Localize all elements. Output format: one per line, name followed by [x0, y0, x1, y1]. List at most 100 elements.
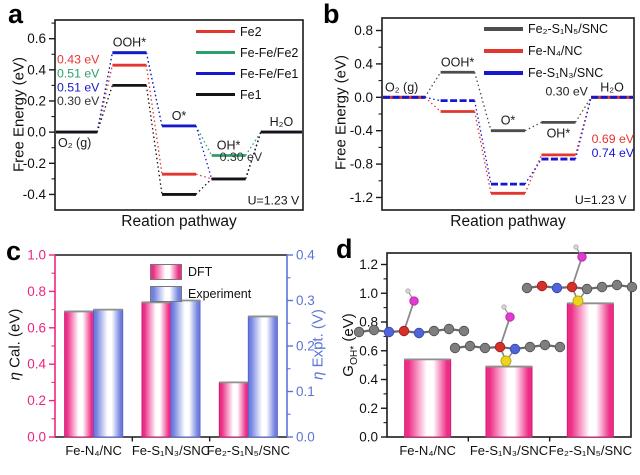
- y-tick-label: 0.4: [27, 62, 46, 77]
- state-label: H₂O: [270, 115, 294, 129]
- fe-atom: [536, 280, 548, 292]
- pathway-connector: [473, 111, 492, 194]
- state-label: O*: [501, 114, 516, 128]
- legend-label: Fe1: [240, 87, 262, 102]
- bar-goh: [566, 302, 614, 438]
- legend: Fe₂-S₁N₅/SNC Fe-N₄/NC Fe-S₁N₃/SNC: [484, 18, 608, 84]
- legend-line-icon: [196, 50, 235, 55]
- pathway-connector: [96, 52, 114, 133]
- y-tick-label: 0.6: [359, 343, 378, 358]
- n-atom: [551, 282, 563, 294]
- panel-letter-b: b: [323, 0, 340, 29]
- legend-label: Fe-N₄/NC: [528, 44, 583, 58]
- legend-line-icon: [484, 71, 523, 75]
- n-atom: [413, 327, 425, 339]
- bar-chart-c: 0.0 0.2 0.4 0.6 0.8 1.0 0.0 0.1 0.2 0.3 0.4 Fe-N₄/N…: [27, 248, 315, 459]
- pathway-connector: [96, 85, 114, 133]
- c-atom: [596, 281, 608, 293]
- pathway-connector: [195, 125, 213, 180]
- legend-line-icon: [196, 29, 235, 34]
- a-x-axis-label: Reation pathway: [121, 213, 237, 230]
- right-tick-label: 0.1: [296, 384, 315, 399]
- legend-item: Fe₂-S₁N₅/SNC: [484, 18, 608, 40]
- legend-label: Fe-Fe/Fe1: [240, 66, 299, 81]
- pathway-connector: [424, 96, 441, 102]
- legend: Fe2 Fe-Fe/Fe2 Fe-Fe/Fe1 Fe1: [196, 21, 298, 105]
- y-tick-label: 0.0: [27, 125, 46, 140]
- bar-goh: [404, 358, 452, 438]
- molecule-fe2-s1n5-oh: [521, 244, 638, 307]
- right-tick-label: 0.2: [296, 339, 315, 354]
- pathway-connector: [145, 85, 163, 195]
- bar-dft: [141, 301, 172, 438]
- legend-line-icon: [196, 92, 235, 97]
- y-tick-label: 0.4: [354, 56, 373, 71]
- left-tick-label: 1.0: [27, 248, 46, 263]
- right-tick-label: 0.0: [296, 430, 315, 445]
- fe-atom: [494, 341, 506, 353]
- legend-item: Fe-Fe/Fe2: [196, 42, 298, 63]
- y-tick-label: -0.4: [350, 123, 374, 138]
- a-y-axis-label: Free Energy (eV): [10, 56, 28, 173]
- panel-letter-a: a: [8, 0, 24, 29]
- legend-item: Fe2: [196, 21, 298, 42]
- s-atom: [500, 355, 512, 367]
- legend-item: DFT: [150, 261, 251, 283]
- bar-dft: [64, 310, 95, 438]
- c-atom: [626, 281, 638, 293]
- y-tick-label: 0.2: [27, 93, 46, 108]
- pathway-connector: [524, 121, 542, 132]
- state-label: O₂ (g): [58, 136, 91, 150]
- annotation: U=1.23 V: [248, 194, 300, 208]
- category-label: Fe-N₄/NC: [65, 443, 122, 458]
- legend-swatch-icon: [150, 286, 182, 302]
- molecule-fe-s1n3-oh: [449, 304, 566, 367]
- y-tick-label: 0.8: [354, 23, 373, 38]
- category-label: Fe₂-S₁N₅/SNC: [549, 443, 632, 458]
- y-tick-label: -0.2: [23, 156, 46, 171]
- plot-box: [54, 19, 304, 211]
- legend-line-icon: [484, 49, 523, 53]
- annotation: 0.43 eV: [57, 53, 100, 67]
- left-tick-label: 0.4: [27, 357, 46, 372]
- pathway-connector: [145, 52, 163, 127]
- c-atom: [458, 325, 470, 337]
- c-atom: [611, 279, 623, 291]
- pathway-connector: [473, 72, 492, 131]
- y-tick-label: -0.8: [350, 157, 373, 172]
- legend-swatch-icon: [150, 264, 182, 280]
- legend-item: Fe-N₄/NC: [484, 40, 608, 62]
- legend-label: DFT: [188, 265, 213, 279]
- bar-dft: [218, 381, 249, 438]
- h-atom: [501, 304, 507, 310]
- pathway-connector: [195, 173, 212, 180]
- energy-diagram-a: 0.6 0.4 0.2 0.0 -0.2 -0.4 O₂ (g) OOH* O* OH* H₂O 0.…: [23, 19, 304, 211]
- b-x-axis-label: Reation pathway: [450, 213, 566, 230]
- c-atom: [554, 341, 566, 353]
- c-atom: [539, 339, 551, 351]
- annotation: 0.74 eV: [592, 146, 635, 160]
- bar-goh: [485, 366, 533, 438]
- pathway-connector: [574, 96, 592, 123]
- bond-oh: [499, 316, 511, 348]
- pathway-connector: [245, 131, 262, 156]
- annotation: U=1.23 V: [575, 193, 627, 207]
- right-tick-label: 0.3: [296, 293, 315, 308]
- left-tick-label: 0.8: [27, 284, 46, 299]
- bar-chart-d: 0.00.20.40.60.81.01.2Fe-N₄/NC Fe-S₁N₃/SNC…: [359, 252, 632, 458]
- molecule-fe-n4-oh: [353, 288, 470, 339]
- fe-atom: [566, 281, 578, 293]
- c-atom: [479, 342, 491, 354]
- h-atom: [573, 244, 579, 250]
- pathway-connector: [145, 65, 163, 175]
- bar-experiment: [170, 300, 201, 438]
- bond-oh: [403, 300, 415, 332]
- legend-label: Experiment: [188, 287, 252, 301]
- y-tick-label: 0.2: [359, 401, 378, 416]
- c-atom: [353, 326, 365, 338]
- annotation: 0.30 eV: [57, 94, 100, 108]
- legend: DFT Experiment: [150, 261, 251, 305]
- c-atom: [581, 283, 593, 295]
- left-tick-label: 0.6: [27, 320, 46, 335]
- legend-line-icon: [484, 27, 523, 31]
